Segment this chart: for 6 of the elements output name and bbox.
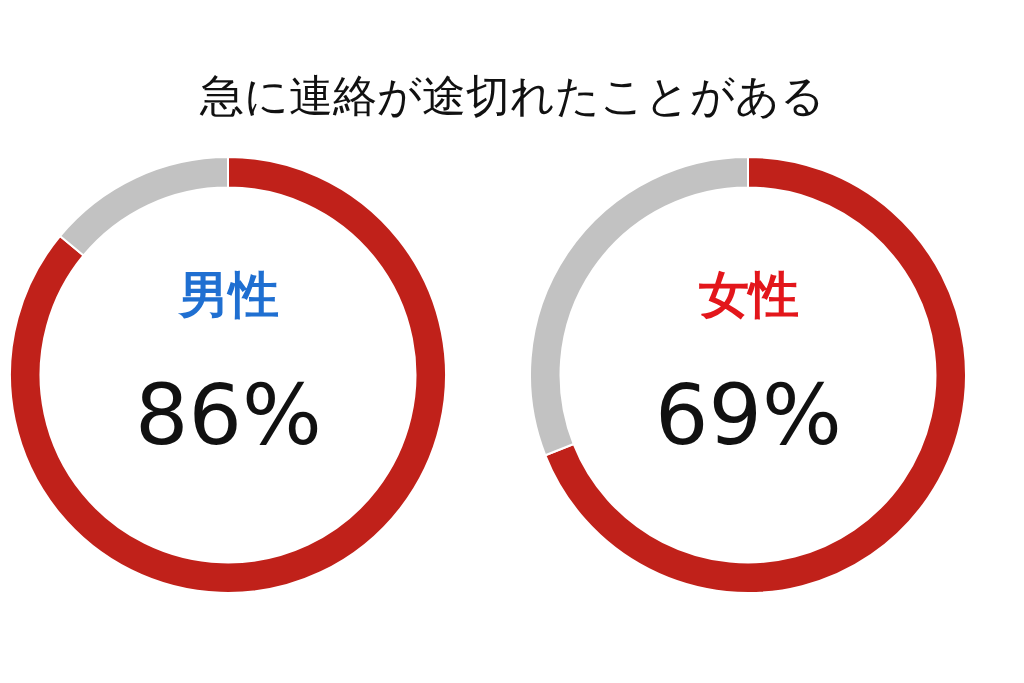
donut-slice [9,156,447,594]
text: 女性 [698,266,799,324]
data-label: 69% [655,366,842,464]
chart-title: 急に連絡が途切れたことがある [199,70,825,121]
data-label: 86% [135,366,322,464]
text: 男性 [177,266,279,324]
